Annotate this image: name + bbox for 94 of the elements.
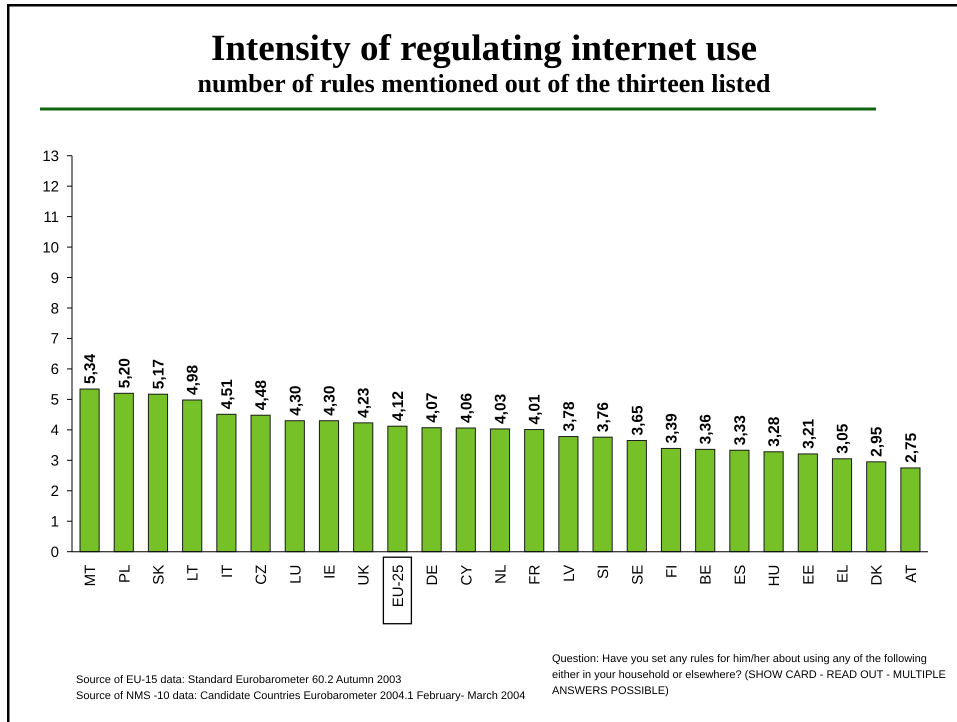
- data-label: 4,06: [458, 392, 476, 424]
- data-label: 4,12: [390, 391, 407, 422]
- bar: [524, 429, 544, 552]
- y-tick-label: 5: [50, 392, 59, 409]
- x-tick-label: FI: [664, 564, 681, 578]
- data-label: 3,36: [698, 414, 715, 444]
- x-tick-label: SI: [595, 564, 612, 579]
- x-tick-label: NL: [492, 564, 510, 584]
- data-label: 3,33: [732, 414, 749, 446]
- bar: [900, 467, 920, 552]
- x-tick-label: AT: [902, 564, 920, 583]
- x-tick-label: IT: [218, 564, 236, 578]
- bar: [148, 394, 168, 552]
- y-tick-label: 2: [50, 483, 59, 500]
- data-label: 4,01: [526, 394, 544, 425]
- y-tick-label: 4: [50, 422, 59, 440]
- data-label: 3,21: [800, 418, 818, 449]
- x-tick-label: LV: [560, 564, 578, 582]
- y-tick-label: 0: [50, 544, 59, 561]
- bar: [250, 414, 271, 552]
- bar: [592, 436, 613, 552]
- x-tick-label: EE: [800, 564, 818, 585]
- y-tick-label: 3: [50, 452, 59, 470]
- x-tick-label: FR: [526, 564, 544, 585]
- chart-title: Intensity of regulating internet use: [210, 28, 758, 69]
- x-tick-label: BE: [698, 564, 715, 585]
- y-tick-label: 11: [43, 208, 59, 226]
- data-label: 3,39: [664, 412, 681, 444]
- bar: [695, 448, 716, 552]
- data-label: 3,76: [595, 402, 612, 432]
- text: Question: Have you set any rules for him/her about using any of the following either in your household or elsewhere? (SHOW CARD - READ OUT - MULTIPLE ANSWERS POSSIBLE): [552, 653, 946, 697]
- data-label: 4,51: [218, 378, 236, 410]
- data-label: 3,78: [560, 401, 578, 432]
- y-tick-label: 6: [50, 361, 59, 378]
- source-note: Source of NMS -10 data: Candidate Countries Eurobarometer 2004.1 February- March 2004: [76, 690, 526, 702]
- bar: [866, 461, 886, 552]
- data-label: 3,65: [629, 404, 646, 436]
- bar: [490, 428, 510, 552]
- x-tick-label: EU-25: [390, 564, 407, 608]
- bar: [798, 453, 818, 552]
- bar: [216, 414, 236, 552]
- x-tick-label: PL: [116, 564, 134, 584]
- x-tick-label: UK: [356, 564, 373, 586]
- bar: [832, 458, 852, 552]
- y-tick-label: 10: [42, 239, 59, 256]
- x-tick-label: CZ: [253, 564, 270, 585]
- data-label: 5,17: [150, 359, 168, 390]
- x-tick-label: DK: [868, 564, 886, 586]
- data-label: 3,05: [834, 423, 852, 454]
- bar: [729, 450, 750, 552]
- x-tick-label: LU: [287, 564, 304, 584]
- data-label: 5,34: [82, 353, 100, 384]
- x-tick-label: SK: [150, 564, 168, 585]
- x-tick-label: LT: [184, 564, 202, 582]
- x-tick-label: EL: [834, 564, 852, 584]
- data-label: 4,30: [287, 386, 304, 416]
- data-label: 4,48: [253, 380, 270, 410]
- data-label: 4,03: [492, 393, 510, 424]
- bar: [422, 427, 442, 552]
- chart-subtitle: number of rules mentioned out of the thirteen listed: [198, 69, 771, 98]
- x-tick-label: ES: [732, 564, 749, 585]
- bar: [80, 388, 100, 552]
- x-tick-label: DE: [424, 564, 442, 586]
- data-label: 3,28: [766, 416, 784, 447]
- y-tick-label: 13: [42, 148, 59, 165]
- bar: [353, 422, 374, 552]
- y-tick-label: 12: [42, 178, 59, 196]
- bar: [456, 428, 476, 552]
- y-tick-label: 8: [50, 300, 59, 318]
- bar: [182, 400, 202, 552]
- data-label: 4,30: [321, 386, 338, 416]
- bar: [558, 436, 578, 552]
- data-label: 2,75: [902, 432, 920, 463]
- source-note: Source of EU-15 data: Standard Eurobarometer 60.2 Autumn 2003: [76, 674, 402, 686]
- x-tick-label: HU: [766, 564, 784, 586]
- bar: [387, 426, 408, 552]
- data-label: 4,07: [424, 392, 442, 423]
- data-label: 4,98: [184, 364, 202, 395]
- x-tick-label: MT: [82, 564, 100, 586]
- bar: [284, 420, 305, 552]
- x-tick-label: CY: [458, 564, 476, 586]
- bar: [626, 440, 647, 552]
- data-label: 5,20: [116, 358, 134, 388]
- bar: [114, 392, 134, 552]
- data-label: 2,95: [868, 426, 886, 457]
- bar: [764, 451, 784, 552]
- x-tick-label: SE: [629, 564, 646, 585]
- bar: [318, 420, 340, 552]
- y-tick-label: 1: [50, 513, 59, 530]
- bar: [660, 448, 682, 552]
- y-tick-label: 7: [50, 330, 59, 348]
- data-label: 4,23: [356, 387, 373, 418]
- y-tick-label: 9: [50, 270, 59, 287]
- x-tick-label: IE: [321, 564, 338, 579]
